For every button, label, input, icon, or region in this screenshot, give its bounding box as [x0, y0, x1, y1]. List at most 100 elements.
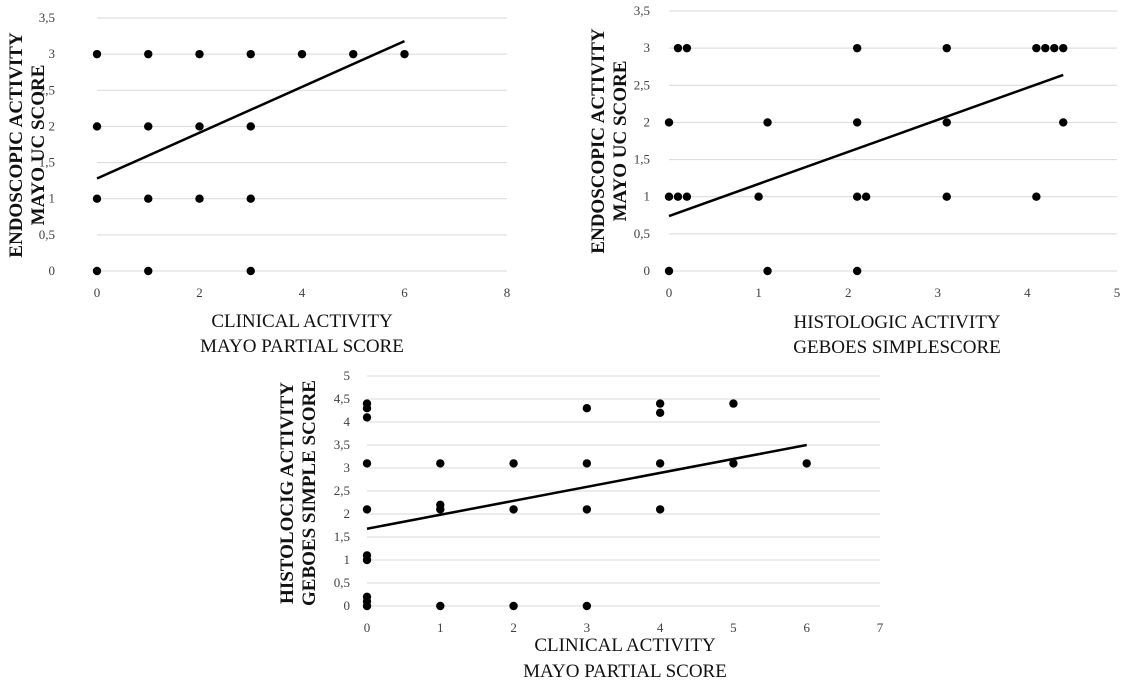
- data-point: [582, 505, 592, 514]
- data-point: [1032, 192, 1041, 201]
- x-tick-label: 3: [935, 285, 942, 300]
- data-point: [763, 118, 772, 127]
- x-tick-label: 4: [299, 285, 306, 300]
- data-point: [92, 122, 102, 131]
- data-point: [1050, 43, 1059, 53]
- data-point: [362, 413, 372, 422]
- x-tick-label: 4: [657, 620, 664, 635]
- data-point: [1041, 43, 1050, 53]
- data-point: [1059, 43, 1068, 53]
- x-tick-label: 5: [730, 620, 737, 635]
- x-axis-title-line: CLINICAL ACTIVITY: [534, 635, 716, 656]
- data-point: [664, 266, 674, 276]
- data-point: [942, 192, 951, 201]
- data-point: [246, 122, 255, 131]
- x-tick-label: 6: [401, 285, 408, 300]
- y-tick-label: 0,5: [39, 227, 55, 242]
- data-point: [436, 505, 445, 514]
- data-point: [942, 118, 951, 127]
- data-point: [436, 601, 445, 611]
- data-point: [673, 43, 683, 53]
- data-point: [92, 266, 102, 276]
- data-point: [362, 555, 372, 565]
- x-tick-label: 7: [877, 620, 884, 635]
- y-axis-title-line: HISTOLOCIG ACTIVITY: [277, 382, 298, 604]
- x-tick-label: 1: [437, 620, 444, 635]
- data-point: [852, 43, 862, 53]
- data-point: [673, 192, 683, 201]
- trendline: [366, 443, 807, 530]
- data-point: [942, 43, 951, 53]
- trendline: [96, 39, 406, 180]
- data-point: [655, 399, 665, 408]
- y-tick-label: 0,5: [634, 226, 650, 241]
- data-point: [1059, 118, 1068, 127]
- y-tick-label: 1,5: [39, 155, 55, 170]
- x-tick-label: 0: [364, 620, 371, 635]
- x-tick-label: 3: [584, 620, 591, 635]
- y-axis-title-line: ENDOSCOPIC ACTIVITY: [6, 32, 27, 258]
- y-tick-label: 2: [644, 114, 651, 129]
- data-point: [729, 399, 738, 408]
- data-point: [509, 601, 518, 611]
- data-point: [861, 192, 871, 201]
- scatter-chart-endoscopic-vs-histologic: 0 0,5 1 1,5 2 2,5 3 3,5 0 1 2 3 4 5 ENDOSCOPIC ACTIVIT…: [588, 3, 1120, 358]
- y-tick-label: 4: [344, 414, 351, 429]
- y-tick-label: 2,5: [334, 483, 350, 498]
- data-point: [509, 505, 518, 514]
- data-point: [582, 601, 592, 611]
- x-tick-label: 0: [666, 285, 673, 300]
- y-axis-title-line: GEBOES SIMPLE SCORE: [299, 380, 320, 606]
- data-point: [763, 266, 772, 276]
- y-tick-label: 1: [644, 189, 651, 204]
- x-axis-title-line: GEBOES SIMPLESCORE: [793, 337, 1000, 358]
- data-point: [362, 459, 372, 468]
- y-tick-label: 0: [344, 598, 351, 613]
- data-point: [655, 408, 665, 417]
- y-tick-label: 4,5: [334, 391, 350, 406]
- x-axis-title-line: HISTOLOGIC ACTIVITY: [793, 312, 1000, 333]
- data-point: [92, 49, 102, 59]
- y-tick-label: 3: [49, 46, 56, 61]
- data-point: [400, 49, 409, 59]
- x-axis-title-line: MAYO PARTIAL SCORE: [200, 336, 404, 357]
- data-point: [144, 49, 153, 59]
- y-tick-label: 3,5: [634, 3, 650, 18]
- x-axis-title-line: MAYO PARTIAL SCORE: [523, 661, 727, 682]
- data-point: [664, 118, 674, 127]
- data-point: [436, 459, 445, 468]
- y-tick-label: 1,5: [334, 529, 350, 544]
- trendline: [668, 73, 1064, 218]
- data-point: [655, 459, 665, 468]
- y-axis-title: ENDOSCOPIC ACTIVITYMAYO UC SCORE: [588, 28, 631, 254]
- data-point: [682, 43, 692, 53]
- y-tick-label: 0: [49, 263, 56, 278]
- y-tick-label: 5: [344, 368, 351, 383]
- y-tick-label: 0: [644, 263, 651, 278]
- data-point: [729, 459, 738, 468]
- data-point: [582, 404, 592, 413]
- y-tick-label: 2: [49, 118, 56, 133]
- data-point: [92, 194, 102, 203]
- x-tick-label: 2: [845, 285, 852, 300]
- data-point: [195, 194, 204, 203]
- data-point: [195, 49, 204, 59]
- data-point: [509, 459, 518, 468]
- data-point: [195, 122, 204, 131]
- x-tick-label: 4: [1024, 285, 1031, 300]
- data-point: [144, 266, 153, 276]
- data-point: [852, 192, 862, 201]
- y-tick-label: 0,5: [334, 575, 350, 590]
- y-axis-title-line: MAYO UC SCORE: [28, 65, 49, 226]
- data-point: [362, 505, 372, 514]
- data-point: [362, 404, 372, 413]
- y-axis-title: HISTOLOCIG ACTIVITYGEBOES SIMPLE SCORE: [277, 380, 320, 606]
- x-tick-label: 2: [196, 285, 203, 300]
- data-point: [852, 266, 862, 276]
- data-point: [1032, 43, 1041, 53]
- data-point: [682, 192, 692, 201]
- data-point: [802, 459, 811, 468]
- data-point: [349, 49, 358, 59]
- data-point: [297, 49, 307, 59]
- y-tick-label: 2: [344, 506, 351, 521]
